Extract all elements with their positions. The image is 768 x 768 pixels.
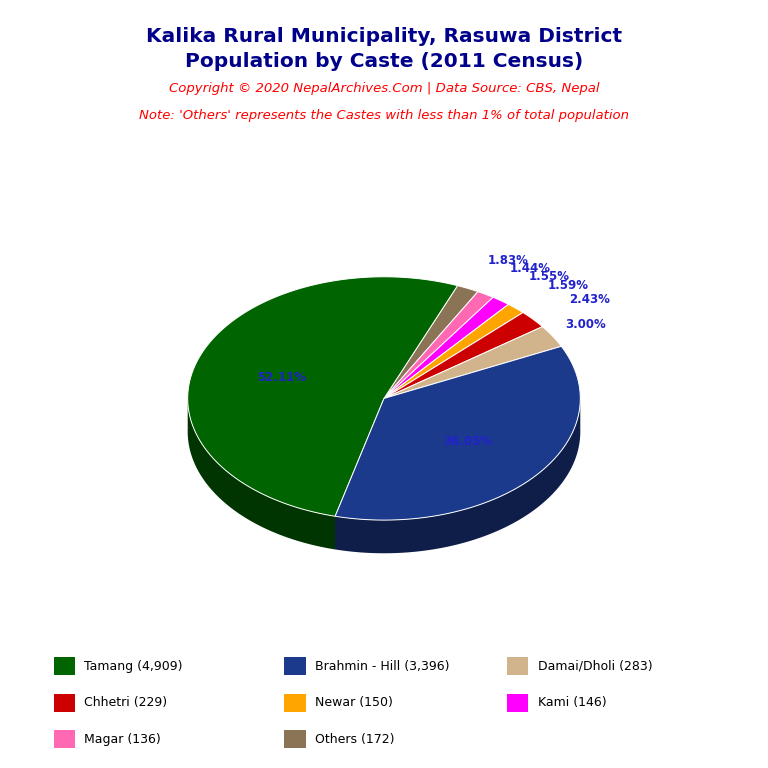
Polygon shape <box>384 313 542 399</box>
Text: Population by Caste (2011 Census): Population by Caste (2011 Census) <box>185 52 583 71</box>
Text: Chhetri (229): Chhetri (229) <box>84 697 167 709</box>
Bar <box>54 657 75 675</box>
Text: Damai/Dholi (283): Damai/Dholi (283) <box>538 660 652 673</box>
Polygon shape <box>335 399 384 549</box>
Text: 3.00%: 3.00% <box>565 319 606 331</box>
Polygon shape <box>384 304 523 399</box>
Text: Kami (146): Kami (146) <box>538 697 606 709</box>
Text: 1.55%: 1.55% <box>529 270 570 283</box>
Bar <box>54 730 75 748</box>
Text: 1.44%: 1.44% <box>510 262 551 275</box>
Polygon shape <box>384 286 478 399</box>
Polygon shape <box>187 399 335 549</box>
Polygon shape <box>384 326 561 399</box>
Text: 52.11%: 52.11% <box>257 371 306 384</box>
Bar <box>54 694 75 712</box>
Text: Others (172): Others (172) <box>315 733 395 746</box>
Text: Magar (136): Magar (136) <box>84 733 161 746</box>
Text: Tamang (4,909): Tamang (4,909) <box>84 660 183 673</box>
Polygon shape <box>187 276 458 516</box>
Text: 36.05%: 36.05% <box>442 435 492 448</box>
Bar <box>284 657 306 675</box>
Text: Brahmin - Hill (3,396): Brahmin - Hill (3,396) <box>315 660 449 673</box>
Bar <box>284 730 306 748</box>
Bar <box>284 694 306 712</box>
Polygon shape <box>335 346 581 520</box>
Polygon shape <box>335 399 581 553</box>
Bar <box>507 694 528 712</box>
Polygon shape <box>384 292 493 399</box>
Bar <box>507 657 528 675</box>
Text: Note: 'Others' represents the Castes with less than 1% of total population: Note: 'Others' represents the Castes wit… <box>139 109 629 122</box>
Text: 1.59%: 1.59% <box>548 280 588 293</box>
Text: Newar (150): Newar (150) <box>315 697 392 709</box>
Text: 2.43%: 2.43% <box>569 293 610 306</box>
Polygon shape <box>335 399 384 549</box>
Text: Copyright © 2020 NepalArchives.Com | Data Source: CBS, Nepal: Copyright © 2020 NepalArchives.Com | Dat… <box>169 82 599 95</box>
Text: 1.83%: 1.83% <box>488 254 529 267</box>
Text: Kalika Rural Municipality, Rasuwa District: Kalika Rural Municipality, Rasuwa Distri… <box>146 27 622 46</box>
Polygon shape <box>384 297 508 399</box>
